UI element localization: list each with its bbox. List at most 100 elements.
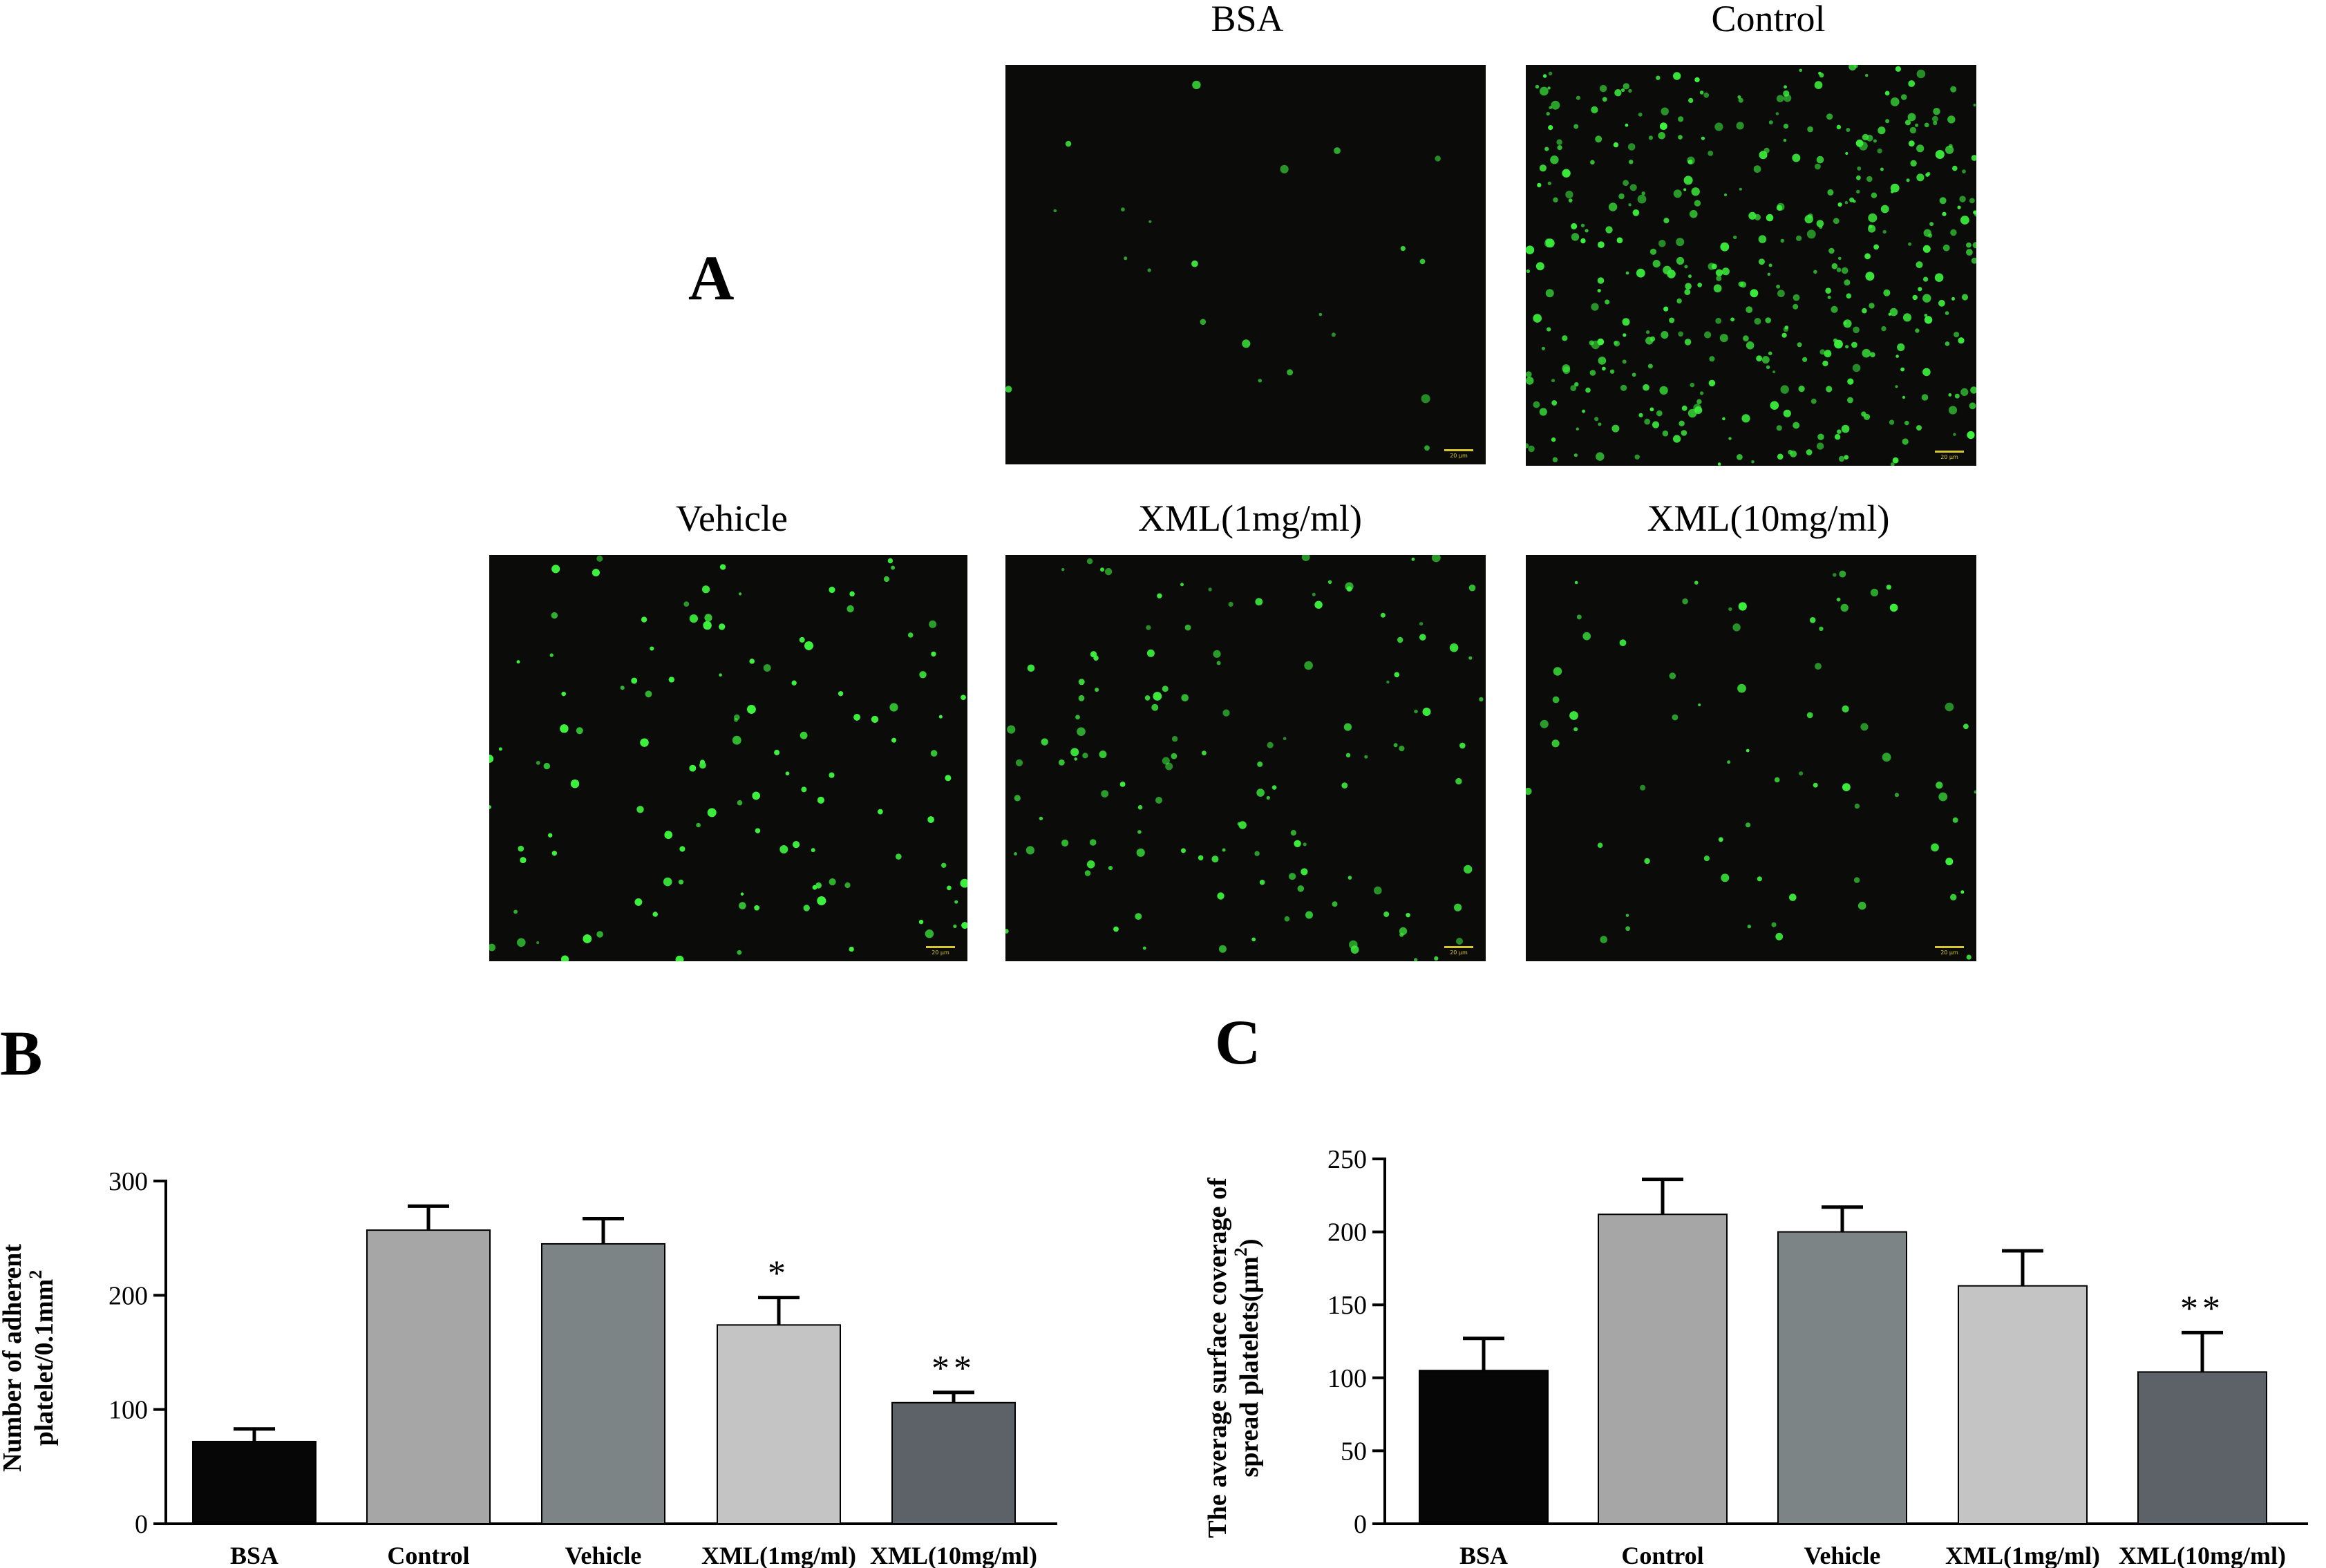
platelet-dot [1758,258,1765,265]
platelet-dot [1713,284,1722,293]
platelet-dot [1455,777,1462,785]
platelet-dot [1895,355,1899,358]
y-tick-label: 0 [1354,1510,1367,1539]
y-tick-label: 200 [1327,1218,1367,1247]
platelet-dot [1684,339,1692,346]
platelet-dot [1869,225,1873,229]
platelet-dot [1737,95,1741,99]
platelet-dot [1924,316,1933,324]
platelet-dot [1756,355,1762,362]
platelet-dot [1628,203,1632,207]
platelet-dot [1181,694,1189,701]
platelet-dot [737,950,742,955]
platelet-dot [1383,911,1390,917]
platelet-dot [1345,753,1351,757]
platelet-dot [1816,442,1824,450]
platelet-dot [1721,267,1730,276]
platelet-dot [1894,793,1899,797]
platelet-dot [1814,81,1823,89]
platelet-dot [1625,914,1629,917]
platelet-dot [1809,617,1816,623]
platelet-dot [1765,317,1771,323]
platelet-dot [1662,430,1669,437]
platelet-dot [1551,379,1555,383]
platelet-dot [1900,94,1907,100]
platelet-dot [763,664,771,672]
platelet-dot [1526,443,1529,448]
platelet-dot [1256,788,1265,797]
platelet-dot [1222,709,1230,717]
platelet-dot [1595,135,1602,143]
platelet-dot [1833,338,1837,343]
platelet-dot [1728,437,1732,440]
platelet-dot [1148,220,1152,223]
platelet-dot [1552,457,1558,462]
platelet-dot [549,653,554,657]
platelet-dot [1364,755,1368,759]
platelet-dot [1836,597,1841,602]
platelet-dot [1582,409,1586,413]
platelet-dot [1464,865,1473,874]
platelet-dot [1904,420,1909,426]
platelet-dot [551,612,558,619]
platelet-dot [1594,417,1599,422]
platelet-dot [1737,454,1743,460]
platelet-dot [1967,431,1975,440]
platelet-dot [1394,672,1400,678]
platelet-dot [1843,321,1847,325]
platelet-dot [1966,249,1973,256]
platelet-dot [1757,876,1762,882]
svg-text:The average surface coverage o: The average surface coverage of [1203,1177,1232,1538]
platelet-dot [1184,624,1191,631]
platelet-dot [1318,312,1323,317]
platelet-dot [1868,213,1878,223]
platelet-dot [1856,175,1861,180]
platelet-dot [1192,80,1201,90]
platelet-dot [1774,777,1780,783]
platelet-dot [1341,782,1348,788]
platelet-dot [1007,725,1016,734]
platelet-dot [1259,880,1265,885]
platelet-dot [1882,229,1887,234]
platelet-dot [1951,296,1955,301]
platelet-dot [1104,568,1113,576]
platelet-dot [1287,369,1294,376]
platelet-dot [1864,253,1871,260]
platelet-dot [1547,181,1551,185]
platelet-dot [683,601,690,607]
platelet-dot [1258,379,1262,383]
platelet-dot [1954,332,1960,338]
x-category-label: Vehicle [1804,1542,1881,1568]
platelet-dot [793,841,800,849]
platelet-dot [1777,290,1785,298]
platelet-dot [961,922,967,929]
platelet-dot [1151,703,1159,711]
platelet-dot [1605,299,1610,305]
platelet-dot [1971,155,1976,161]
platelet-dot [1775,112,1779,115]
platelet-dot [1479,697,1484,702]
platelet-dot [1768,351,1772,356]
panel-c-letter: C [1215,1007,1261,1077]
platelet-dot [1852,363,1861,372]
platelet-dot [1942,211,1947,216]
platelet-dot [1870,352,1875,358]
platelet-dot [1810,398,1817,404]
platelet-dot [489,805,491,809]
platelet-dot [561,692,566,697]
platelet-dot [1691,187,1700,196]
significance-marker: ** [2180,1289,2224,1328]
platelet-dot [1847,397,1853,404]
platelet-dot [1974,790,1976,794]
platelet-dot [1222,848,1226,852]
platelet-dot [1890,462,1895,466]
scale-bar [926,946,955,948]
platelet-dot [1191,260,1198,267]
platelet-dot [1271,785,1277,790]
platelet-dot [1697,283,1703,287]
platelet-dot [1613,142,1619,148]
platelet-dot [883,576,890,583]
platelet-dot [1541,346,1545,350]
platelet-dot [719,673,722,677]
platelet-dot [779,845,788,853]
